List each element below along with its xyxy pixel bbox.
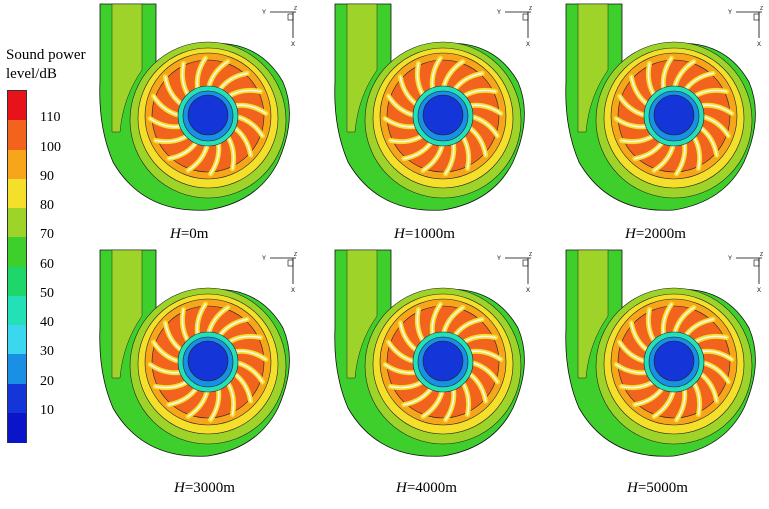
axis-triad: Y Z X bbox=[728, 252, 763, 294]
outlet-contour bbox=[577, 249, 609, 379]
axis-label-z: Z bbox=[529, 252, 532, 258]
legend-swatch bbox=[8, 266, 26, 297]
volute-contour-plot: Y Z X bbox=[565, 249, 763, 457]
axis-label-z: Z bbox=[529, 6, 532, 12]
axis-triad: Y Z X bbox=[497, 252, 532, 294]
legend-tick-label: 100 bbox=[40, 139, 61, 155]
axis-label-y: Y bbox=[728, 256, 732, 262]
caption-value: =5000m bbox=[637, 480, 688, 496]
legend-swatch bbox=[8, 354, 26, 385]
eye-core bbox=[653, 94, 695, 136]
contour-panel: Y Z X bbox=[333, 2, 533, 217]
eye-core bbox=[422, 340, 464, 382]
caption-variable: H bbox=[170, 226, 181, 242]
axis-label-x: X bbox=[291, 288, 295, 294]
volute-contour-plot: Y Z X bbox=[565, 3, 763, 211]
legend-tick-label: 10 bbox=[40, 402, 54, 418]
axis-label-x: X bbox=[526, 42, 530, 48]
contour-panel: Y Z X bbox=[333, 248, 533, 463]
volute-contour-plot: Y Z X bbox=[334, 3, 532, 211]
caption-variable: H bbox=[174, 480, 185, 496]
panel-caption: H=4000m bbox=[396, 480, 457, 497]
legend-swatch bbox=[8, 178, 26, 209]
axis-label-x: X bbox=[291, 42, 295, 48]
axis-label-y: Y bbox=[728, 10, 732, 16]
legend-swatch bbox=[8, 237, 26, 268]
axis-triad: Y Z X bbox=[262, 6, 297, 48]
legend-tick-label: 70 bbox=[40, 227, 54, 243]
panel-caption: H=1000m bbox=[394, 226, 455, 243]
legend-tick-label: 60 bbox=[40, 256, 54, 272]
legend-swatch bbox=[8, 91, 26, 121]
legend-tick-label: 40 bbox=[40, 315, 54, 330]
axis-triad: Y Z X bbox=[728, 6, 763, 48]
outlet-contour bbox=[111, 249, 143, 379]
legend-title: Sound power level/dB bbox=[6, 46, 86, 84]
contour-panel: Y Z X bbox=[98, 2, 298, 217]
outlet-contour bbox=[346, 3, 378, 133]
legend-title-line1: Sound power bbox=[6, 47, 86, 63]
caption-variable: H bbox=[396, 480, 407, 496]
axis-triad: Y Z X bbox=[262, 252, 297, 294]
caption-variable: H bbox=[625, 226, 636, 242]
legend-tick-label: 110 bbox=[40, 110, 61, 126]
legend-swatch bbox=[8, 325, 26, 355]
caption-value: =1000m bbox=[404, 226, 455, 242]
axis-label-y: Y bbox=[497, 10, 501, 16]
axis-label-z: Z bbox=[760, 252, 763, 258]
legend-tick-label: 30 bbox=[40, 344, 54, 360]
caption-value: =2000m bbox=[635, 226, 686, 242]
eye-core bbox=[653, 340, 695, 382]
legend-swatch bbox=[8, 412, 26, 443]
axis-label-y: Y bbox=[262, 10, 266, 16]
eye-core bbox=[422, 94, 464, 136]
volute-contour-plot: Y Z X bbox=[99, 3, 297, 211]
legend-tick-label: 20 bbox=[40, 373, 54, 389]
axis-label-y: Y bbox=[497, 256, 501, 262]
axis-label-z: Z bbox=[294, 6, 297, 12]
panel-caption: H=3000m bbox=[174, 480, 235, 497]
legend-swatch bbox=[8, 208, 26, 238]
eye-core bbox=[187, 94, 229, 136]
contour-panel: Y Z X bbox=[98, 248, 298, 463]
axis-label-y: Y bbox=[262, 256, 266, 262]
axis-label-x: X bbox=[526, 288, 530, 294]
legend-swatch bbox=[8, 120, 26, 151]
panel-caption: H=2000m bbox=[625, 226, 686, 243]
legend-tick-label: 90 bbox=[40, 168, 54, 184]
legend-tick-label: 80 bbox=[40, 198, 54, 213]
caption-variable: H bbox=[627, 480, 638, 496]
axis-label-z: Z bbox=[294, 252, 297, 258]
caption-value: =3000m bbox=[184, 480, 235, 496]
contour-panel: Y Z X bbox=[564, 248, 764, 463]
axis-label-z: Z bbox=[760, 6, 763, 12]
legend-swatch bbox=[8, 149, 26, 180]
outlet-contour bbox=[111, 3, 143, 133]
volute-contour-plot: Y Z X bbox=[99, 249, 297, 457]
outlet-contour bbox=[346, 249, 378, 379]
legend-tick-label: 50 bbox=[40, 285, 54, 301]
panel-caption: H=5000m bbox=[627, 480, 688, 497]
caption-variable: H bbox=[394, 226, 405, 242]
panel-caption: H=0m bbox=[170, 226, 208, 243]
axis-label-x: X bbox=[757, 288, 761, 294]
contour-panel: Y Z X bbox=[564, 2, 764, 217]
eye-core bbox=[187, 340, 229, 382]
caption-value: =4000m bbox=[406, 480, 457, 496]
legend-color-bar bbox=[7, 90, 27, 443]
axis-label-x: X bbox=[757, 42, 761, 48]
legend-swatch bbox=[8, 383, 26, 414]
legend-swatch bbox=[8, 295, 26, 326]
outlet-contour bbox=[577, 3, 609, 133]
volute-contour-plot: Y Z X bbox=[334, 249, 532, 457]
axis-triad: Y Z X bbox=[497, 6, 532, 48]
caption-value: =0m bbox=[180, 226, 209, 242]
legend-title-line2: level/dB bbox=[6, 66, 57, 82]
